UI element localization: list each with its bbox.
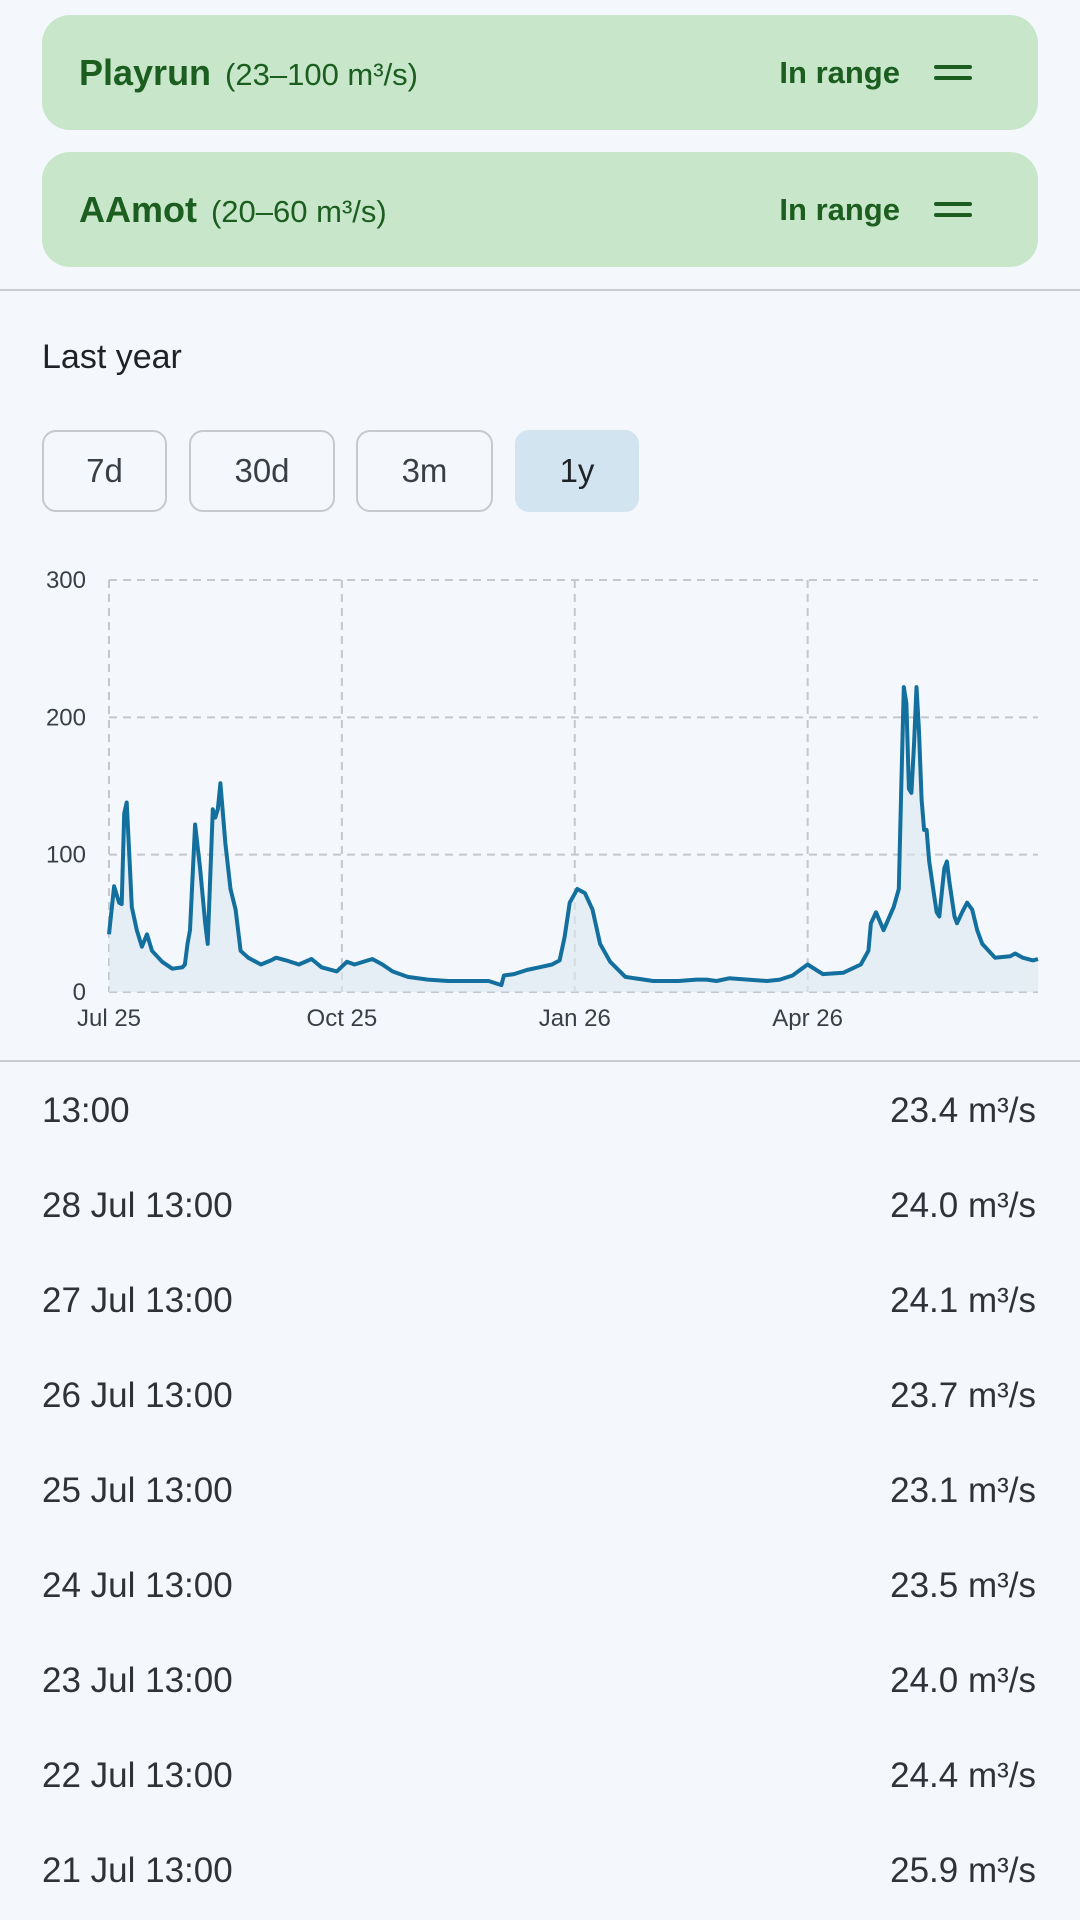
y-tick-label: 300 xyxy=(46,567,86,594)
x-tick-label: Jan 26 xyxy=(539,1005,611,1030)
site-name: Playrun (23–100 m³/s) xyxy=(79,15,418,130)
reading-value: 23.4 m³/s xyxy=(890,1091,1036,1130)
reading-row: 23 Jul 13:00 24.0 m³/s xyxy=(0,1633,1080,1728)
drag-handle-icon[interactable] xyxy=(934,202,972,218)
reading-time: 22 Jul 13:00 xyxy=(42,1756,233,1795)
reading-row: 26 Jul 13:00 23.7 m³/s xyxy=(0,1348,1080,1443)
reading-time: 25 Jul 13:00 xyxy=(42,1471,233,1510)
x-tick-label: Jul 25 xyxy=(77,1005,141,1030)
range-button-3m[interactable]: 3m xyxy=(356,430,493,512)
flow-chart[interactable]: 0 100 200 300 Jul 25 Oct 25 Jan 26 Apr 26 xyxy=(0,550,1080,1030)
reading-time: 28 Jul 13:00 xyxy=(42,1186,233,1225)
site-name: AAmot (20–60 m³/s) xyxy=(79,152,387,267)
reading-time: 27 Jul 13:00 xyxy=(42,1281,233,1320)
series-area xyxy=(109,687,1038,992)
y-tick-label: 100 xyxy=(46,842,86,869)
reading-value: 25.9 m³/s xyxy=(890,1851,1036,1890)
reading-value: 23.5 m³/s xyxy=(890,1566,1036,1605)
range-button-7d[interactable]: 7d xyxy=(42,430,167,512)
reading-row: 28 Jul 13:00 24.0 m³/s xyxy=(0,1158,1080,1253)
reading-row: 24 Jul 13:00 23.5 m³/s xyxy=(0,1538,1080,1633)
drag-handle-icon[interactable] xyxy=(934,65,972,81)
reading-value: 24.1 m³/s xyxy=(890,1281,1036,1320)
reading-time: 24 Jul 13:00 xyxy=(42,1566,233,1605)
status-label: In range xyxy=(779,55,900,90)
site-card-playrun[interactable]: Playrun (23–100 m³/s) In range xyxy=(42,15,1038,130)
series-line xyxy=(107,685,1039,988)
section-title: Last year xyxy=(42,338,182,376)
reading-value: 24.4 m³/s xyxy=(890,1756,1036,1795)
divider xyxy=(0,289,1080,291)
divider xyxy=(0,1060,1080,1062)
reading-time: 21 Jul 13:00 xyxy=(42,1851,233,1890)
site-card-aamot[interactable]: AAmot (20–60 m³/s) In range xyxy=(42,152,1038,267)
x-tick-label: Apr 26 xyxy=(772,1005,843,1030)
reading-row: 22 Jul 13:00 24.4 m³/s xyxy=(0,1728,1080,1823)
reading-row: 13:00 23.4 m³/s xyxy=(0,1063,1080,1158)
reading-row: 27 Jul 13:00 24.1 m³/s xyxy=(0,1253,1080,1348)
x-axis: Jul 25 Oct 25 Jan 26 Apr 26 xyxy=(77,1005,843,1030)
reading-value: 24.0 m³/s xyxy=(890,1661,1036,1700)
reading-value: 24.0 m³/s xyxy=(890,1186,1036,1225)
range-button-1y[interactable]: 1y xyxy=(515,430,639,512)
reading-row: 25 Jul 13:00 23.1 m³/s xyxy=(0,1443,1080,1538)
reading-row: 21 Jul 13:00 25.9 m³/s xyxy=(0,1823,1080,1918)
site-name-label: Playrun xyxy=(79,52,212,93)
reading-time: 23 Jul 13:00 xyxy=(42,1661,233,1700)
site-range: (23–100 m³/s) xyxy=(225,57,419,92)
range-button-30d[interactable]: 30d xyxy=(189,430,335,512)
reading-time: 26 Jul 13:00 xyxy=(42,1376,233,1415)
sites-section: Playrun (23–100 m³/s) In range AAmot (20–6… xyxy=(0,0,1080,290)
y-tick-label: 0 xyxy=(73,979,86,1006)
reading-value: 23.1 m³/s xyxy=(890,1471,1036,1510)
status-label: In range xyxy=(779,192,900,227)
reading-value: 23.7 m³/s xyxy=(890,1376,1036,1415)
y-axis: 0 100 200 300 xyxy=(46,567,86,1006)
site-range: (20–60 m³/s) xyxy=(210,194,387,229)
reading-time: 13:00 xyxy=(42,1091,130,1130)
site-name-label: AAmot xyxy=(79,189,197,230)
x-tick-label: Oct 25 xyxy=(307,1005,378,1030)
y-tick-label: 200 xyxy=(46,704,86,731)
